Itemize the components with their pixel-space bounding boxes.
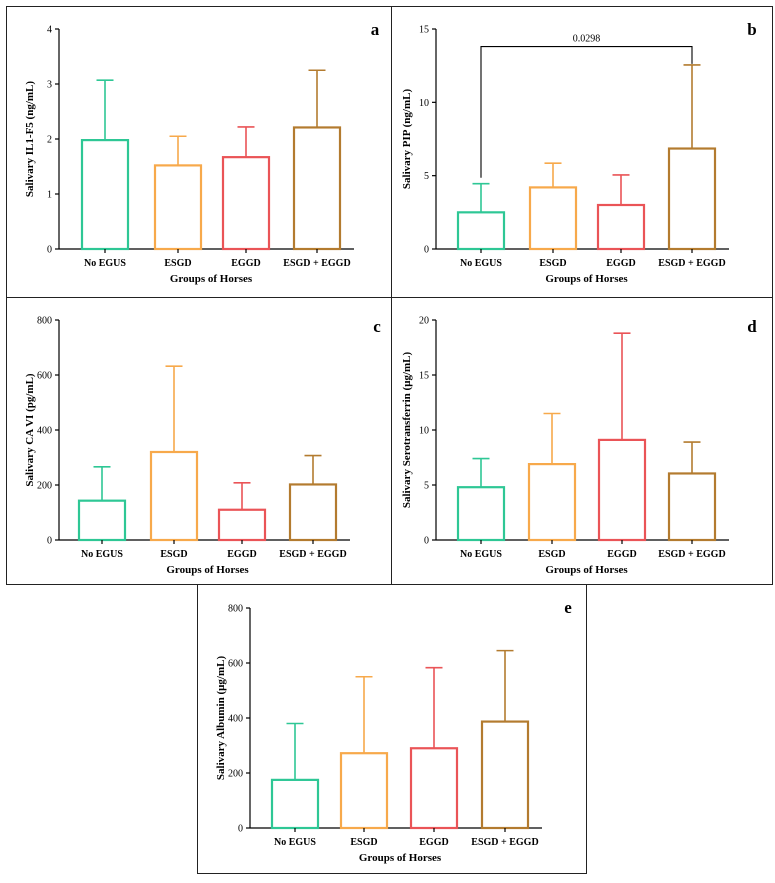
x-tick-label: No EGUS — [84, 258, 126, 269]
bar — [456, 486, 506, 542]
panel-letter: e — [564, 598, 572, 617]
x-axis-title: Groups of Horses — [359, 852, 442, 864]
chart-a: 0 1 2 3 4 No EGUS ESGD EGGD ESGD + EGGD Groups of… — [24, 20, 380, 285]
panel-c: 0 200 400 600 800 No EGUS ESGD EGGD ESGD + EGGD G… — [6, 297, 392, 585]
bar — [217, 508, 267, 542]
bar — [409, 747, 459, 830]
panel-letter: d — [747, 317, 757, 336]
y-tick-label: 800 — [228, 604, 243, 615]
x-tick-label: ESGD + EGGD — [658, 549, 725, 560]
y-tick-label: 0 — [47, 245, 52, 256]
y-axis-title: Salivary Albumin (μg/mL) — [215, 656, 227, 781]
y-tick-label: 400 — [37, 426, 52, 437]
bar — [528, 186, 578, 251]
y-tick-label: 0 — [238, 824, 243, 835]
y-tick-label: 5 — [424, 481, 429, 492]
bar — [270, 778, 320, 830]
panel-a: 0 1 2 3 4 No EGUS ESGD EGGD ESGD + EGGD Groups of… — [6, 6, 392, 298]
panel-letter: b — [747, 20, 756, 39]
panel-d: 0 5 10 15 20 No EGUS ESGD EGGD ESGD + EGGD Groups… — [391, 297, 773, 585]
panel-letter: a — [371, 20, 380, 39]
bar — [456, 211, 506, 251]
y-axis-title: Salivary IL1-F5 (ng/mL) — [24, 81, 36, 197]
y-tick-label: 0 — [47, 536, 52, 547]
x-tick-label: EGGD — [231, 258, 260, 269]
y-axis-title: Salivary CA VI (pg/mL) — [24, 373, 36, 487]
panel-e: 0 200 400 600 800 No EGUS ESGD EGGD ESGD + EGGD G… — [197, 584, 587, 874]
x-tick-label: ESGD — [538, 549, 565, 560]
y-tick-label: 2 — [47, 135, 52, 146]
panel-b: 0 5 10 15 No EGUS ESGD EGGD ESGD + EGGD Groups o… — [391, 6, 773, 298]
y-tick-label: 200 — [37, 481, 52, 492]
y-tick-label: 3 — [47, 80, 52, 91]
bar — [292, 126, 342, 251]
bar — [527, 463, 577, 542]
chart-e: 0 200 400 600 800 No EGUS ESGD EGGD ESGD + EGGD G… — [215, 598, 572, 864]
y-tick-label: 600 — [228, 659, 243, 670]
y-tick-label: 1 — [47, 190, 52, 201]
x-tick-label: ESGD + EGGD — [283, 258, 350, 269]
y-tick-label: 0 — [424, 245, 429, 256]
y-axis-title: Salivary PIP (ng/mL) — [401, 89, 413, 190]
y-tick-label: 20 — [419, 316, 429, 327]
x-tick-label: ESGD + EGGD — [471, 837, 538, 848]
chart-c: 0 200 400 600 800 No EGUS ESGD EGGD ESGD + EGGD G… — [24, 316, 381, 577]
x-axis-title: Groups of Horses — [545, 273, 628, 285]
y-tick-label: 600 — [37, 371, 52, 382]
y-tick-label: 200 — [228, 769, 243, 780]
bar — [80, 139, 130, 251]
y-tick-label: 4 — [47, 25, 52, 36]
y-tick-label: 10 — [419, 98, 429, 109]
x-tick-label: No EGUS — [81, 549, 123, 560]
x-tick-label: ESGD — [350, 837, 377, 848]
bar — [596, 203, 646, 251]
p-value-label: 0.0298 — [573, 34, 601, 45]
x-tick-label: ESGD — [164, 258, 191, 269]
x-tick-label: No EGUS — [274, 837, 316, 848]
significance-bracket — [480, 46, 693, 178]
y-tick-label: 10 — [419, 426, 429, 437]
panel-letter: c — [373, 317, 381, 336]
y-tick-label: 5 — [424, 171, 429, 182]
x-tick-label: No EGUS — [460, 549, 502, 560]
x-tick-label: ESGD + EGGD — [279, 549, 346, 560]
x-axis-title: Groups of Horses — [545, 564, 628, 576]
bar — [597, 438, 647, 542]
bar — [288, 483, 338, 542]
chart-d: 0 5 10 15 20 No EGUS ESGD EGGD ESGD + EGGD Groups… — [401, 316, 757, 577]
x-tick-label: No EGUS — [460, 258, 502, 269]
bar — [667, 147, 717, 251]
x-tick-label: ESGD — [539, 258, 566, 269]
y-tick-label: 0 — [424, 536, 429, 547]
bar — [667, 472, 717, 542]
x-tick-label: EGGD — [419, 837, 448, 848]
y-axis-title: Salivary Serotransferrin (μg/mL) — [401, 351, 413, 508]
x-tick-label: ESGD — [160, 549, 187, 560]
bar — [480, 720, 530, 830]
x-tick-label: ESGD + EGGD — [658, 258, 725, 269]
bar — [77, 499, 127, 542]
bar — [149, 450, 199, 542]
bar — [153, 164, 203, 251]
x-tick-label: EGGD — [607, 549, 636, 560]
y-tick-label: 15 — [419, 371, 429, 382]
y-tick-label: 15 — [419, 25, 429, 36]
chart-b: 0 5 10 15 No EGUS ESGD EGGD ESGD + EGGD Groups o… — [401, 20, 757, 285]
x-tick-label: EGGD — [606, 258, 635, 269]
x-axis-title: Groups of Horses — [170, 273, 253, 285]
x-tick-label: EGGD — [227, 549, 256, 560]
bar — [339, 752, 389, 830]
x-axis-title: Groups of Horses — [166, 564, 249, 576]
y-tick-label: 800 — [37, 316, 52, 327]
y-tick-label: 400 — [228, 714, 243, 725]
bar — [221, 156, 271, 251]
